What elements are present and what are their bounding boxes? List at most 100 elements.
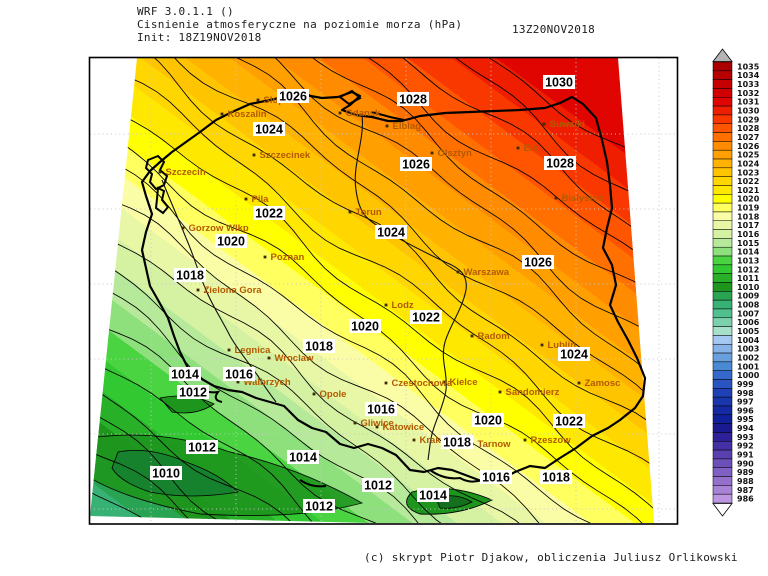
isobar-line-1020 xyxy=(90,58,654,523)
city-label: Bialystok xyxy=(562,193,605,204)
colorbar-cell xyxy=(712,335,733,345)
city-label: Torun xyxy=(356,207,382,218)
isobar-line-1031 xyxy=(101,58,654,403)
city-dot xyxy=(385,124,389,128)
city-dot xyxy=(384,303,388,307)
city-marker: Warszawa xyxy=(456,267,510,278)
city-dot xyxy=(312,392,316,396)
city-dot xyxy=(181,226,185,230)
isobar-label-box xyxy=(410,310,442,324)
city-label: Pila xyxy=(252,194,270,205)
city-dot xyxy=(244,197,248,201)
isobar-line-1029 xyxy=(90,58,654,453)
colorbar-cell xyxy=(712,149,733,160)
colorbar-tick-label: 1031 xyxy=(737,98,760,107)
colorbar-cell xyxy=(712,388,733,398)
colorbar-cell xyxy=(712,229,733,239)
city-marker: Gdansk xyxy=(338,108,381,119)
colorbar-tick-label: 1023 xyxy=(737,168,759,177)
isobar-label-text: 1024 xyxy=(560,348,588,362)
city-dot xyxy=(353,421,357,425)
isobar-label-box xyxy=(544,156,576,170)
colorbar-tick-label: 996 xyxy=(737,406,754,415)
colorbar-tick-label: 1013 xyxy=(737,256,759,265)
isobar-label-box xyxy=(472,413,504,427)
city-dot xyxy=(227,348,231,352)
city-marker: Gorzow Wlkp xyxy=(181,223,249,234)
isobar-label-text: 1022 xyxy=(555,415,583,429)
city-label: Sandomierz xyxy=(506,387,560,398)
isobar-label: 1018 xyxy=(540,470,572,485)
isobar-label: 1012 xyxy=(362,478,394,493)
isobar-label-box xyxy=(417,488,449,502)
isobar-label-box xyxy=(553,414,585,428)
colorbar-cell xyxy=(712,291,733,301)
colorbar-cell xyxy=(712,176,733,186)
city-label: Warszawa xyxy=(464,267,510,278)
isobar-label: 1026 xyxy=(522,255,554,270)
isobar-label-box xyxy=(558,347,590,361)
isobar-label-box xyxy=(150,466,182,480)
isobar-label: 1012 xyxy=(177,385,209,400)
isobar-label: 1018 xyxy=(174,268,206,283)
city-marker: Walbrzych xyxy=(236,377,291,388)
colorbar-cell xyxy=(712,202,733,213)
colorbar-cell xyxy=(712,396,733,407)
city-marker: Lodz xyxy=(384,300,414,311)
colorbar-cell xyxy=(712,158,733,169)
city-marker: Radom xyxy=(470,331,510,342)
isobar-label-text: 1018 xyxy=(443,436,471,450)
colorbar-cell xyxy=(712,317,733,327)
isobar-line-1027 xyxy=(90,58,654,481)
colorbar-cell xyxy=(712,352,733,363)
colorbar-cell xyxy=(712,264,733,274)
isobar-label-text: 1012 xyxy=(188,441,216,455)
colorbar-tick-label: 1009 xyxy=(737,292,760,301)
colorbar-tick-label: 1030 xyxy=(737,107,760,116)
city-dot xyxy=(196,288,200,292)
colorbar-tick-label: 1010 xyxy=(737,283,760,292)
colorbar-tick-label: 1028 xyxy=(737,124,760,133)
colorbar-tick-label: 995 xyxy=(737,415,754,424)
colorbar-cell xyxy=(712,220,733,230)
colorbar-cell xyxy=(712,414,733,424)
isobar-label-text: 1022 xyxy=(412,311,440,325)
colorbar-cell xyxy=(712,423,733,433)
city-label: Suwalki xyxy=(550,119,585,130)
city-marker: Elk xyxy=(516,143,538,154)
city-marker: Koszalin xyxy=(220,109,267,120)
colorbar-cell xyxy=(712,299,733,310)
isobar-label: 1020 xyxy=(215,234,247,249)
city-dot xyxy=(384,381,388,385)
isobar-label: 1014 xyxy=(417,488,449,503)
colorbar-tick-label: 997 xyxy=(737,398,754,407)
isobar-line-1013 xyxy=(90,153,654,523)
colorbar-cell xyxy=(712,238,733,248)
isobar-labels: 1030 1026 1028 1024 1026 1028 1022 1024 1020 1026… xyxy=(150,75,590,514)
city-marker: Olsztyn xyxy=(430,148,472,159)
isobar-label-text: 1018 xyxy=(176,269,204,283)
colorbar-tick-label: 1017 xyxy=(737,221,759,230)
isobar-label: 1018 xyxy=(441,435,473,450)
colorbar-cell xyxy=(712,467,733,477)
isobar-label-text: 1018 xyxy=(542,471,570,485)
colorbar-cell xyxy=(712,379,733,389)
colorbar-tick-label: 1003 xyxy=(737,345,759,354)
city-dot xyxy=(542,122,546,126)
city-label: Rzeszow xyxy=(531,435,572,446)
isobar-label-box xyxy=(215,234,247,248)
city-label: Legnica xyxy=(235,345,272,356)
isobar-label: 1016 xyxy=(223,367,255,382)
isobar-label: 1012 xyxy=(186,440,218,455)
city-dot xyxy=(220,112,224,116)
isobar-label: 1028 xyxy=(397,92,429,107)
isobar-label-text: 1026 xyxy=(402,158,430,172)
city-label: Czestochowa xyxy=(392,378,453,389)
isobar-label-box xyxy=(287,450,319,464)
colorbar-cell xyxy=(712,79,733,89)
colorbar-tick-label: 998 xyxy=(737,389,754,398)
colorbar-tick-label: 1025 xyxy=(737,151,760,160)
city-marker: Krakow xyxy=(412,435,454,446)
city-dot xyxy=(348,210,352,214)
